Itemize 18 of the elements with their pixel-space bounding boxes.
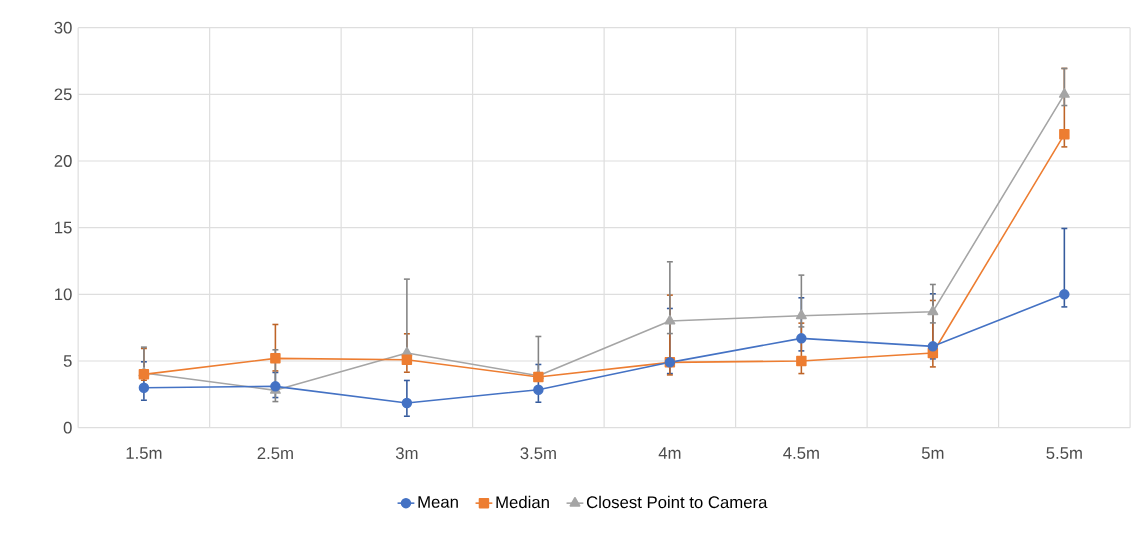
legend-label: Median xyxy=(496,495,549,509)
y-tick-label: 10 xyxy=(55,288,72,301)
x-tick-label: 4.5m xyxy=(783,447,819,459)
legend-label: Mean xyxy=(418,496,458,508)
y-tick-label: 20 xyxy=(54,154,72,167)
x-tick-label: 5m xyxy=(921,447,944,459)
x-tick-label: 5.5m xyxy=(1046,447,1082,459)
y-tick-label: 25 xyxy=(54,88,72,101)
x-tick-label: 4m xyxy=(658,447,681,459)
x-tick-label: 3m xyxy=(395,447,418,460)
legend-label: Closest Point to Camera xyxy=(586,495,768,509)
y-tick-label: 30 xyxy=(54,21,72,34)
x-tick-label: 2.5m xyxy=(257,447,293,460)
x-tick-label: 1.5m xyxy=(126,447,162,459)
y-tick-label: 5 xyxy=(63,355,72,367)
x-tick-label: 3.5m xyxy=(520,447,556,460)
y-tick-label: 0 xyxy=(63,421,72,434)
y-tick-label: 15 xyxy=(55,221,72,234)
